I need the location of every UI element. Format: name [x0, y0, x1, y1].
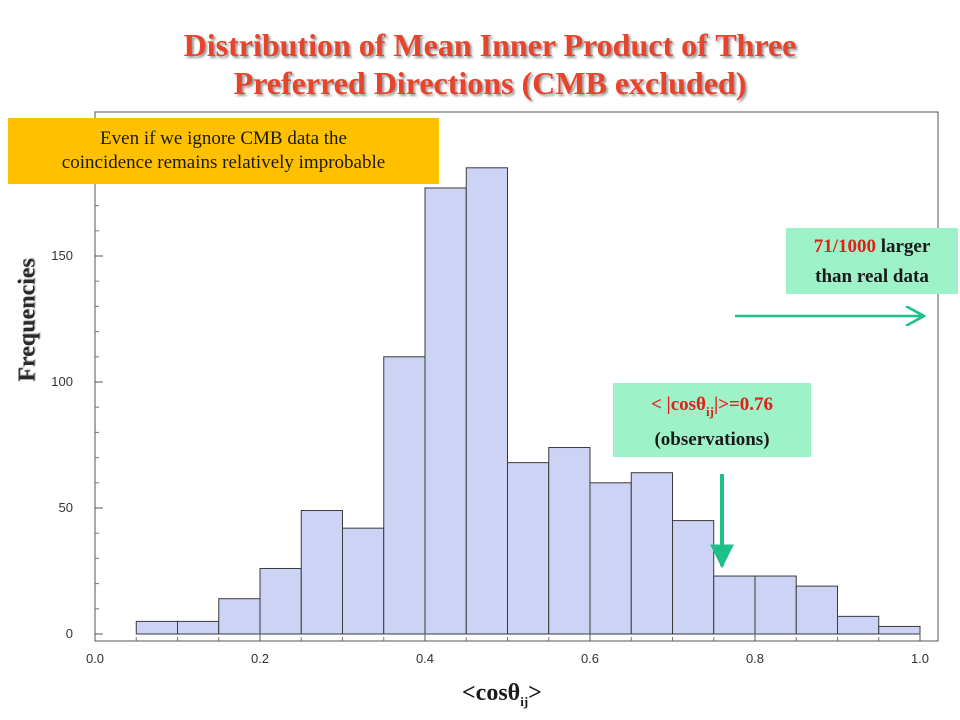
- histogram-bar: [589, 482, 632, 635]
- histogram-bar: [465, 167, 508, 635]
- x-tick-label: 0.6: [581, 651, 599, 666]
- observation-label: (observations): [654, 429, 770, 450]
- y-tick-label: 150: [51, 248, 73, 263]
- histogram-bar: [259, 567, 302, 635]
- larger-callout-line-1: 71/1000 larger: [786, 232, 958, 262]
- x-tick-label: 0.4: [416, 651, 434, 666]
- note-box: Even if we ignore CMB data the coinciden…: [8, 118, 439, 184]
- histogram-bar: [713, 575, 756, 635]
- x-tick-label: 0.0: [86, 651, 104, 666]
- histogram-bar: [548, 447, 591, 635]
- histogram-bar: [795, 585, 838, 635]
- axes-group: 0.0 0.2 0.4 0.6 0.8 1.0 0 50 100 150: [51, 179, 929, 666]
- histogram-bar: [218, 598, 261, 635]
- obs-sub: ij: [705, 404, 714, 419]
- larger-callout-line-2: than real data: [815, 266, 929, 287]
- chart-title: Distribution of Mean Inner Product of Th…: [40, 26, 940, 102]
- histogram-bar: [672, 520, 715, 635]
- xlabel-sub: ij: [520, 694, 529, 709]
- larger-fraction: 71/1000: [813, 236, 876, 257]
- larger-fraction-callout: 71/1000 larger than real data: [786, 228, 958, 294]
- y-axis-label: Frequencies: [14, 258, 41, 382]
- note-line-2: coincidence remains relatively improbabl…: [61, 152, 386, 173]
- histogram-bar: [135, 620, 178, 635]
- histogram-bar: [424, 187, 467, 635]
- histogram-bar: [342, 527, 385, 635]
- y-tick-label: 100: [51, 374, 73, 389]
- histogram-bar: [177, 620, 220, 635]
- x-axis-label: <cosθij>: [462, 680, 542, 710]
- histogram-bar: [300, 510, 343, 635]
- obs-post: |>=0.76: [713, 394, 774, 415]
- y-tick-label: 50: [59, 500, 73, 515]
- larger-word: larger: [880, 236, 931, 257]
- bars-group: [135, 167, 921, 635]
- xlabel-post: >: [528, 680, 542, 706]
- title-line-2: Preferred Directions (CMB excluded): [233, 65, 747, 101]
- histogram-bar: [837, 615, 880, 635]
- title-line-1: Distribution of Mean Inner Product of Th…: [183, 27, 797, 63]
- xlabel-pre: <cosθ: [462, 680, 521, 706]
- histogram-bar: [878, 625, 921, 635]
- observation-value: < |cosθij|>=0.76: [613, 391, 811, 426]
- x-tick-label: 0.2: [251, 651, 269, 666]
- y-tick-label: 0: [66, 626, 73, 641]
- histogram-bar: [630, 472, 673, 635]
- histogram-bar: [383, 356, 426, 635]
- note-line-1: Even if we ignore CMB data the: [100, 128, 347, 149]
- x-tick-label: 0.8: [746, 651, 764, 666]
- x-tick-label: 1.0: [911, 651, 929, 666]
- histogram-bar: [754, 575, 797, 635]
- obs-pre: < |cosθ: [650, 394, 706, 415]
- observation-callout: < |cosθij|>=0.76 (observations): [613, 383, 811, 457]
- histogram-bar: [507, 462, 550, 635]
